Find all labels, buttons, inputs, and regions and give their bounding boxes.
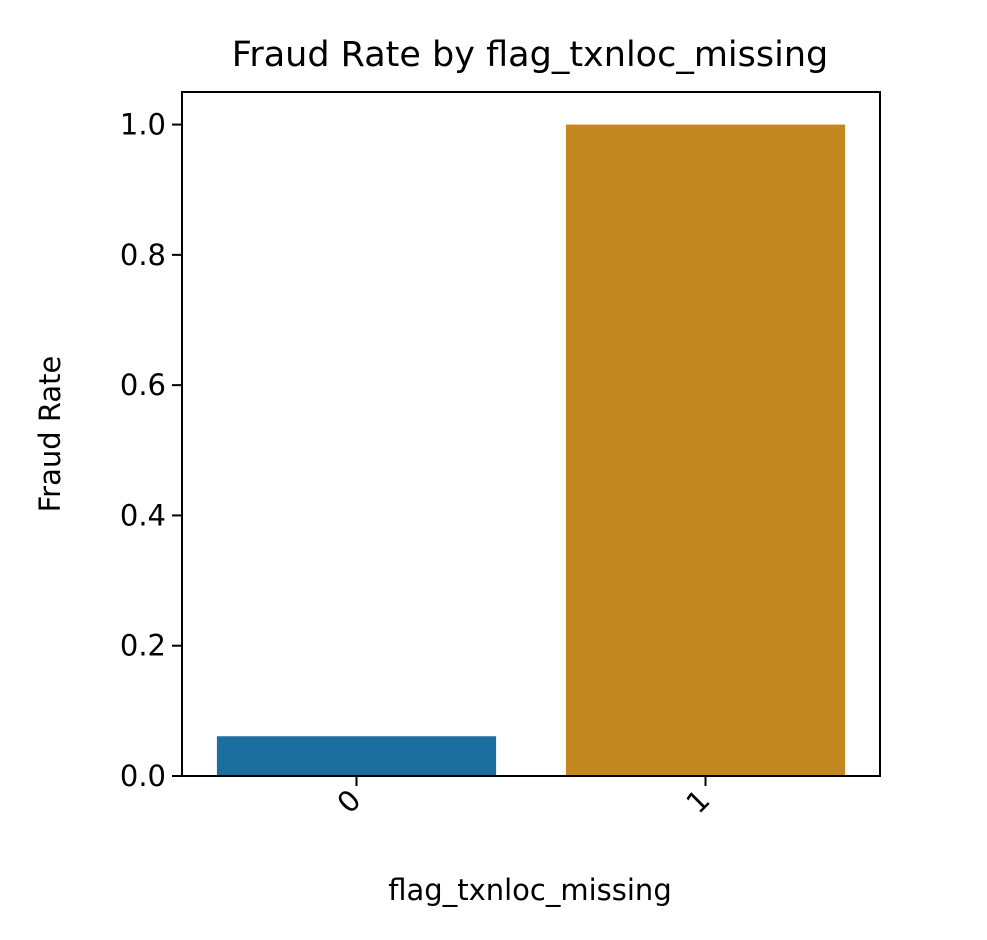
y-axis-label: Fraud Rate xyxy=(33,356,67,513)
y-tick-label: 0.8 xyxy=(120,238,166,272)
chart-title: Fraud Rate by flag_txnloc_missing xyxy=(232,35,829,75)
x-axis-label: flag_txnloc_missing xyxy=(388,873,671,907)
y-tick-label: 0.6 xyxy=(120,368,166,402)
x-tick-label: 1 xyxy=(679,783,716,820)
y-tick-label: 0.0 xyxy=(120,759,166,793)
y-tick-label: 1.0 xyxy=(120,108,166,142)
y-axis-ticks: 0.0 0.2 0.4 0.6 0.8 1.0 xyxy=(120,108,182,793)
bars-group xyxy=(216,124,846,777)
x-tick-label: 0 xyxy=(330,783,367,820)
y-tick-label: 0.2 xyxy=(120,629,166,663)
y-tick-label: 0.4 xyxy=(120,498,166,532)
bar-1 xyxy=(565,124,846,777)
bar-0 xyxy=(216,736,497,776)
plot-frame xyxy=(181,91,881,777)
